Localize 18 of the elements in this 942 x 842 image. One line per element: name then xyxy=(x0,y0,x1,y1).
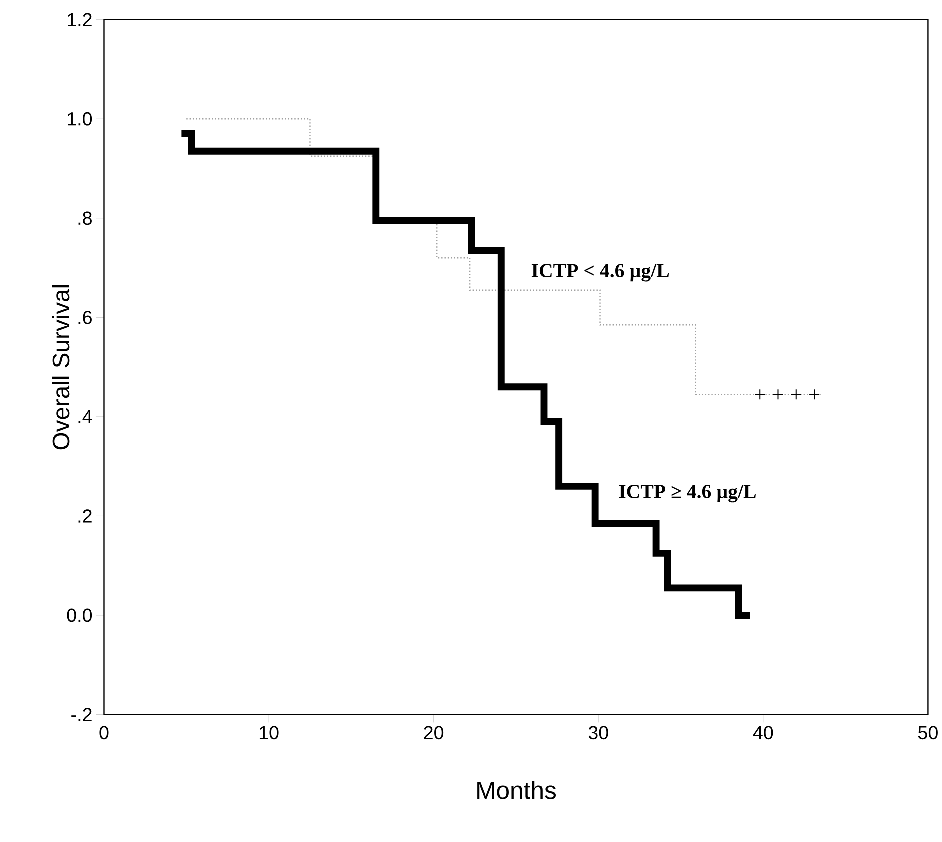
y-tick-label: .8 xyxy=(78,212,92,226)
y-tick-label: .6 xyxy=(78,311,92,324)
y-tick-label: 0.0 xyxy=(67,608,92,622)
x-tick-label: 50 xyxy=(918,726,938,740)
series-label: ICTP ≥ 4.6 µg/L xyxy=(619,485,756,503)
y-tick-label: -.2 xyxy=(72,708,92,722)
x-tick-label: 40 xyxy=(753,726,774,740)
series-label: ICTP < 4.6 µg/L xyxy=(532,264,670,282)
x-axis-title: Months xyxy=(478,781,556,800)
y-tick-label: 1.0 xyxy=(68,112,92,126)
y-tick-label: .4 xyxy=(78,410,92,424)
x-tick-label: 30 xyxy=(588,726,608,740)
y-tick-label: .2 xyxy=(78,510,92,523)
x-tick-label: 20 xyxy=(424,726,444,740)
x-tick-label: 0 xyxy=(100,726,109,740)
x-tick-label: 10 xyxy=(260,726,279,740)
y-axis-title: Overall Survival xyxy=(52,286,70,450)
y-tick-label: 1.2 xyxy=(68,13,92,27)
